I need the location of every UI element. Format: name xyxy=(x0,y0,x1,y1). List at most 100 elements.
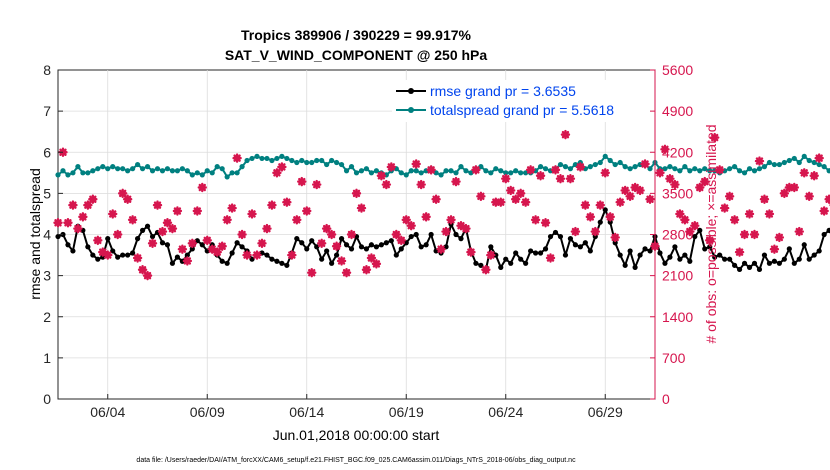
y2-axis-label: # of obs: o=possible; ×=assimilated xyxy=(703,124,719,343)
rmse-point xyxy=(229,250,235,256)
totalspread-point xyxy=(617,159,623,166)
obs-star-stroke xyxy=(661,145,669,154)
rmse-point xyxy=(587,248,593,254)
totalspread-point xyxy=(503,170,509,176)
obs-count-point xyxy=(112,229,123,240)
obs-count-point xyxy=(386,162,397,172)
obs-count-point xyxy=(83,200,93,210)
obs-star-stroke xyxy=(521,198,530,206)
obs-star-stroke xyxy=(507,186,515,195)
obs-star-stroke xyxy=(800,169,808,177)
totalspread-point xyxy=(508,170,514,176)
rmse-point xyxy=(224,260,230,266)
obs-star-stroke xyxy=(402,216,410,224)
obs-count-point xyxy=(73,223,83,234)
rmse-point xyxy=(294,236,300,242)
rmse-point xyxy=(622,262,628,268)
obs-count-point xyxy=(675,209,685,219)
rmse-point xyxy=(677,256,683,262)
obs-count-point xyxy=(754,156,765,166)
obs-count-point xyxy=(421,212,431,222)
obs-count-point xyxy=(501,173,511,184)
obs-star-stroke xyxy=(128,216,137,224)
obs-star-stroke xyxy=(148,239,157,248)
obs-star-stroke xyxy=(168,224,177,233)
axes: 06/04 06/09 06/14 06/19 06/24 06/29 0 1 2 3 4 5 6 7 8 0… xyxy=(43,62,693,420)
obs-count-point xyxy=(212,247,222,257)
totalspread-point xyxy=(413,168,419,174)
totalspread-point xyxy=(736,168,743,174)
obs-star-stroke xyxy=(646,195,654,203)
obs-count-point xyxy=(819,206,829,216)
obs-count-point xyxy=(456,220,466,231)
totalspread-point xyxy=(174,168,180,174)
totalspread-point xyxy=(458,164,464,170)
totalspread-point xyxy=(264,155,270,162)
obs-count-point xyxy=(511,194,521,204)
totalspread-point xyxy=(776,161,782,168)
rmse-point xyxy=(498,264,504,270)
obs-star-stroke xyxy=(183,257,192,265)
totalspread-point xyxy=(159,168,166,174)
rmse-point xyxy=(234,240,240,246)
totalspread-point xyxy=(229,170,235,176)
rmse-point xyxy=(363,246,370,252)
obs-count-point xyxy=(476,191,486,202)
rmse-point xyxy=(557,233,564,240)
rmse-point xyxy=(314,244,320,250)
rmse-point xyxy=(602,207,608,213)
obs-count-point xyxy=(804,191,814,202)
totalspread-point xyxy=(463,168,469,174)
totalspread-point xyxy=(189,172,195,178)
obs-star-stroke xyxy=(666,174,674,183)
rmse-point xyxy=(572,242,579,248)
obs-count-point xyxy=(257,238,267,249)
obs-count-point xyxy=(640,159,650,169)
totalspread-point xyxy=(214,164,220,170)
rmse-point xyxy=(174,254,180,260)
totalspread-point xyxy=(204,168,210,174)
totalspread-point xyxy=(443,168,449,174)
totalspread-point xyxy=(164,166,171,172)
totalspread-point xyxy=(65,172,71,178)
totalspread-point xyxy=(483,168,489,174)
obs-count-point xyxy=(93,235,103,246)
totalspread-point xyxy=(537,164,544,170)
rmse-point xyxy=(334,252,340,258)
obs-star-stroke xyxy=(591,227,599,236)
rmse-point xyxy=(478,262,484,268)
obs-count-point xyxy=(749,229,760,240)
x-tick-label: 06/19 xyxy=(389,404,424,420)
obs-star-stroke xyxy=(432,195,440,203)
obs-count-point xyxy=(540,218,551,228)
obs-star-stroke xyxy=(118,189,127,198)
obs-star-stroke xyxy=(526,166,535,174)
obs-count-point xyxy=(192,206,203,216)
totalspread-point xyxy=(806,157,812,164)
totalspread-point xyxy=(373,168,379,174)
obs-count-point xyxy=(680,215,690,225)
obs-star-stroke xyxy=(188,239,197,248)
totalspread-point xyxy=(453,170,459,176)
totalspread-point xyxy=(448,168,454,174)
totalspread-point xyxy=(632,164,638,170)
obs-count-point xyxy=(690,220,700,231)
obs-star-stroke xyxy=(551,166,560,174)
totalspread-point xyxy=(149,168,156,174)
obs-count-point xyxy=(441,226,451,237)
x-tick-label: 06/04 xyxy=(90,404,125,420)
obs-star-stroke xyxy=(780,189,789,198)
rmse-point xyxy=(528,248,534,254)
rmse-point xyxy=(139,227,146,233)
rmse-point xyxy=(95,256,101,262)
obs-star-stroke xyxy=(516,189,525,198)
totalspread-point xyxy=(284,155,290,162)
rmse-point xyxy=(756,266,763,273)
totalspread-point xyxy=(781,159,787,166)
obs-star-stroke xyxy=(725,192,734,201)
obs-star-stroke xyxy=(462,224,470,233)
rmse-point xyxy=(473,260,479,266)
totalspread-point xyxy=(239,164,245,170)
y2-tick-label: 4900 xyxy=(662,103,693,119)
totalspread-point xyxy=(791,155,797,162)
